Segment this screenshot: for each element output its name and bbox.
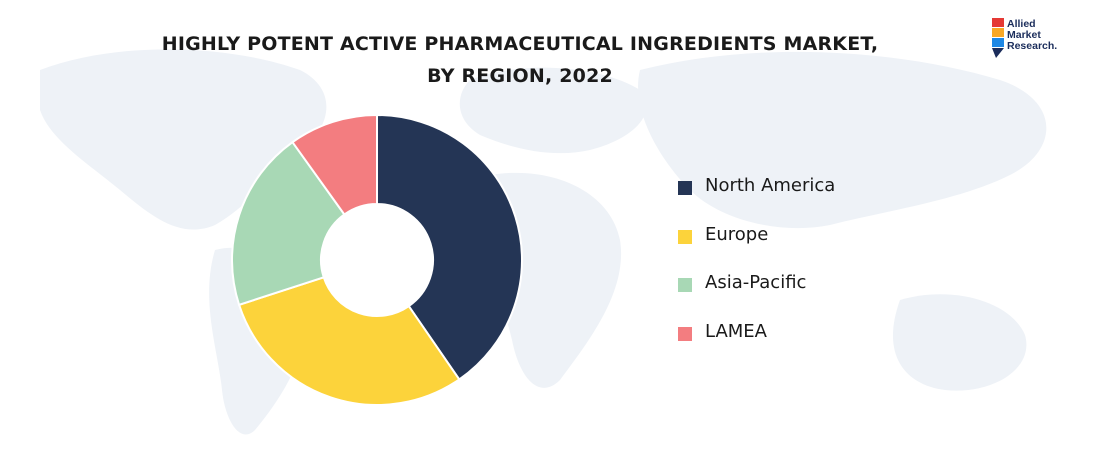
donut-slice-asia-pacific <box>231 140 346 307</box>
logo-mark-icon <box>992 18 1004 58</box>
logo-line-2: Market <box>1007 29 1041 41</box>
chart-title: HIGHLY POTENT ACTIVE PHARMACEUTICAL INGR… <box>150 28 890 92</box>
chart-title-line-2: BY REGION, 2022 <box>427 65 613 87</box>
logo-line-1: Allied <box>1007 18 1036 30</box>
legend-swatch-north-america <box>678 181 692 195</box>
logo-speech-tail <box>992 48 1004 58</box>
allied-market-research-logo: Allied Market Research. <box>992 18 1082 66</box>
logo-block-3 <box>992 38 1004 47</box>
donut-slice-north-america <box>376 113 523 381</box>
chart-title-line-1: HIGHLY POTENT ACTIVE PHARMACEUTICAL INGR… <box>161 33 879 55</box>
logo-block-2 <box>992 28 1004 37</box>
legend-label-europe: Europe <box>705 223 769 245</box>
legend-swatch-europe <box>678 229 692 244</box>
legend-swatch-lamea <box>678 326 692 341</box>
donut-slice-europe <box>237 276 461 406</box>
logo-block-1 <box>992 18 1004 27</box>
legend-swatch-asia-pacific <box>678 278 692 292</box>
logo-line-3: Research. <box>1007 40 1058 52</box>
legend-label-north-america: North America <box>705 175 836 196</box>
donut-slice-lamea <box>291 113 378 216</box>
logo-text: Allied Market Research. <box>1007 19 1057 52</box>
legend-label-lamea: LAMEA <box>705 320 767 342</box>
legend-label-asia-pacific: Asia-Pacific <box>705 272 807 293</box>
